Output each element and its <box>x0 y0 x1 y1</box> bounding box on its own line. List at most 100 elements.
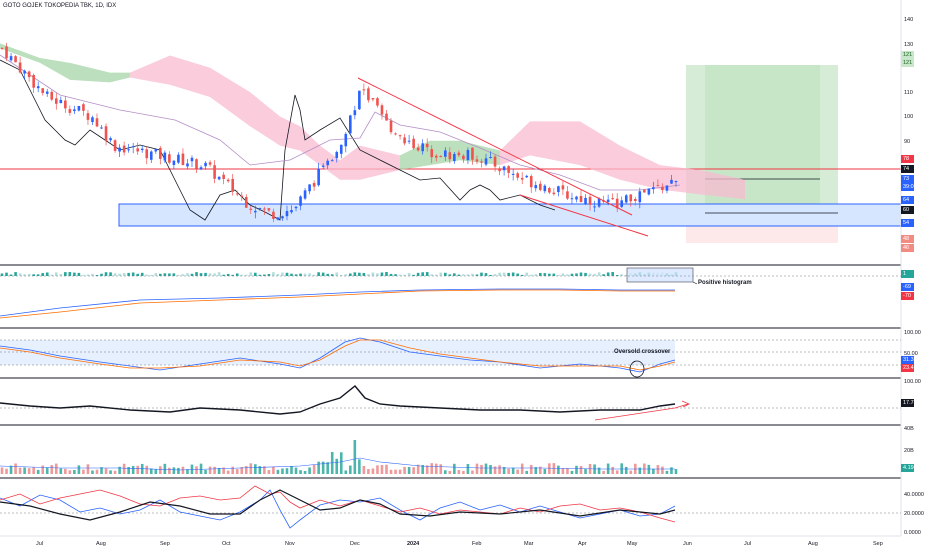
volume-bar <box>213 466 216 474</box>
candle-body <box>652 187 655 190</box>
macd-bar <box>412 274 415 276</box>
volume-bar <box>222 467 225 474</box>
signal-line <box>0 289 675 319</box>
macd-bar <box>620 274 624 276</box>
macd-bar <box>511 272 515 276</box>
candle-body <box>434 155 438 158</box>
volume-bar <box>453 463 456 474</box>
candle-body <box>349 115 352 134</box>
time-label: Apr <box>578 541 587 547</box>
macd-bar <box>127 272 130 276</box>
candle-body <box>73 109 76 112</box>
candle-body <box>222 174 225 179</box>
volume-bar <box>538 466 542 474</box>
macd-bar <box>272 272 275 276</box>
macd-bar <box>611 272 614 276</box>
candle-body <box>276 217 280 220</box>
candle-body <box>448 152 452 160</box>
volume-bars <box>0 440 678 474</box>
stoch-d-line <box>0 339 676 371</box>
time-label: Dec <box>350 541 360 547</box>
macd-bar <box>385 272 388 276</box>
dmi-tick: 20.0000 <box>904 511 924 517</box>
candle-body <box>588 196 592 205</box>
candle-body <box>525 175 529 178</box>
rsi-axis: 100.00 50.00 <box>904 330 921 357</box>
time-label: May <box>627 541 638 547</box>
volume-bar <box>434 463 438 474</box>
candle-body <box>647 188 651 195</box>
time-label: Aug <box>96 541 106 547</box>
candle-body <box>416 147 420 151</box>
price-tag: 46 <box>901 244 914 252</box>
candle-body <box>597 198 601 207</box>
candle-body <box>543 185 547 192</box>
volume-bar <box>665 470 669 474</box>
di-minus-line <box>0 485 676 523</box>
candle-body <box>656 185 660 187</box>
candle-body <box>561 185 565 190</box>
candle-body <box>113 140 117 151</box>
price-tick: 90 <box>904 139 910 145</box>
volume-ma <box>0 457 675 471</box>
volume-bar <box>358 459 361 474</box>
volume-bar <box>611 466 614 474</box>
price-tag: 64 <box>901 196 914 204</box>
macd-bar <box>254 272 257 276</box>
volume-bar <box>91 470 94 474</box>
candle-body <box>520 177 524 180</box>
macd-bar <box>538 272 542 276</box>
candle-body <box>538 183 542 190</box>
candle-body <box>45 91 49 94</box>
volume-bar <box>18 467 22 474</box>
macd-bar <box>91 273 94 276</box>
candle-body <box>118 147 121 152</box>
macd-bar <box>32 274 35 276</box>
candle-body <box>263 208 266 210</box>
macd-bar <box>416 272 420 276</box>
candle-body <box>213 165 216 179</box>
candle-body <box>661 186 664 191</box>
volume-bar <box>403 466 406 474</box>
candle-body <box>606 199 610 202</box>
candle-body <box>584 197 587 205</box>
macd-bar <box>145 274 149 276</box>
price-tick: 130 <box>904 42 913 48</box>
macd-bar <box>403 274 406 276</box>
macd-bar <box>181 274 185 276</box>
macd-bar <box>59 273 63 276</box>
volume-bar <box>195 466 198 474</box>
candle-body <box>570 198 574 200</box>
symbol-title[interactable]: GOTO GOJEK TOKOPEDIA TBK, 1D, IDX <box>3 3 117 9</box>
macd-bar <box>235 273 239 276</box>
volume-bar <box>398 469 402 474</box>
candle-body <box>502 166 506 171</box>
macd-bar <box>394 274 397 276</box>
candle-body <box>172 160 176 165</box>
time-label: Aug <box>808 541 818 547</box>
volume-bar <box>629 470 633 474</box>
candle-body <box>317 168 320 186</box>
candle-body <box>36 86 40 89</box>
volume-bar <box>263 466 266 474</box>
volume-bar <box>380 464 384 474</box>
candle-body <box>489 156 492 158</box>
candle-body <box>100 127 103 129</box>
volume-bar <box>656 465 660 474</box>
volume-bar <box>615 470 619 474</box>
candle-body <box>240 195 244 197</box>
macd-bar <box>18 273 22 276</box>
candle-body <box>54 98 58 104</box>
macd-bar <box>471 273 474 276</box>
macd-bar <box>131 272 135 276</box>
volume-bar <box>439 464 443 474</box>
price-axis: 140 130 110 100 90 <box>904 17 913 145</box>
volume-bar <box>321 461 325 474</box>
volume-bar <box>335 458 339 474</box>
volume-bar <box>466 464 470 474</box>
volume-bar <box>534 467 538 474</box>
volume-bar <box>163 463 167 474</box>
volume-bar <box>326 462 329 474</box>
volume-bar <box>457 470 461 474</box>
